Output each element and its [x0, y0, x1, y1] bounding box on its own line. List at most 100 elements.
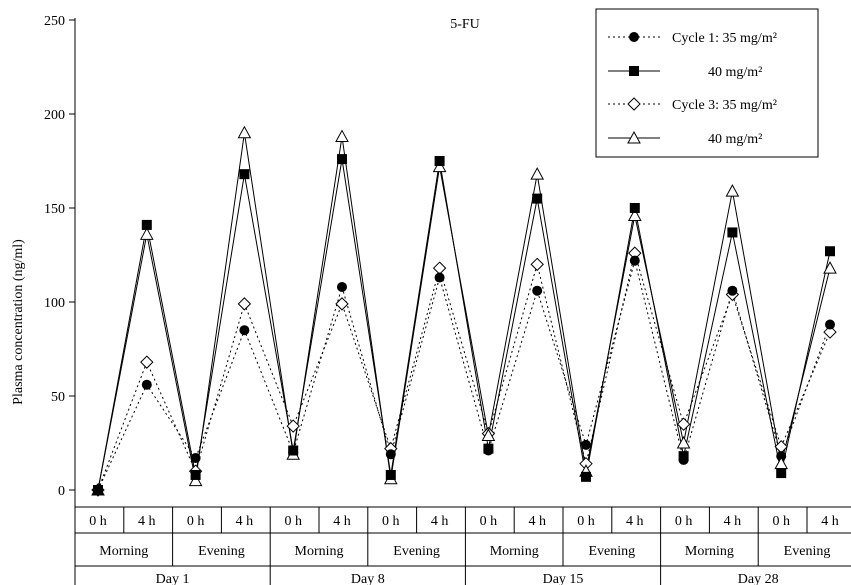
data-point [337, 154, 347, 165]
y-tick-label: 250 [44, 14, 65, 29]
legend-label: 40 mg/m² [708, 65, 762, 80]
series-4-markers [91, 125, 837, 496]
series-2-markers [93, 154, 835, 495]
series-3-markers [91, 246, 837, 497]
data-point [434, 156, 445, 166]
data-point [385, 469, 396, 480]
session-label: Morning [685, 544, 734, 559]
data-point [140, 355, 154, 369]
series-line [97, 251, 831, 491]
legend: Cycle 1: 35 mg/m² 40 mg/m² Cycle 3: 35 mg/… [595, 8, 819, 158]
data-point [237, 125, 252, 139]
data-point [190, 453, 201, 464]
x-tick-label: 0 h [772, 514, 790, 529]
x-tick-label: 4 h [431, 514, 449, 529]
data-point [385, 449, 396, 460]
session-label: Evening [784, 544, 831, 559]
day-label: Day 8 [351, 572, 385, 585]
data-point [776, 451, 787, 462]
data-point [93, 485, 103, 495]
data-point [532, 285, 543, 296]
data-point [581, 439, 591, 450]
data-point [774, 456, 789, 470]
legend-marker [629, 66, 639, 76]
data-point [239, 325, 250, 336]
data-point [434, 272, 445, 283]
y-axis-label: Plasma concentration (ng/ml) [11, 239, 26, 405]
data-point [776, 468, 787, 479]
data-point [581, 471, 591, 482]
data-point [188, 473, 203, 487]
data-point [481, 428, 496, 441]
x-tick-label: 0 h [89, 514, 107, 529]
x-tick-label: 4 h [333, 514, 351, 529]
chart-title: 5-FU [450, 17, 480, 32]
data-point [335, 129, 349, 143]
data-point [727, 227, 738, 238]
y-tick-label: 150 [44, 202, 65, 217]
series-2 [97, 159, 831, 491]
legend-marker [629, 32, 639, 42]
legend-marker [627, 130, 641, 144]
series-line [97, 132, 831, 491]
data-point [139, 227, 154, 240]
day-label: Day 15 [543, 572, 584, 585]
x-tick-label: 0 h [187, 514, 205, 529]
data-point [237, 297, 252, 311]
x-tick-label: 4 h [138, 514, 156, 529]
data-point [825, 319, 835, 330]
data-point [627, 208, 642, 222]
series-3 [97, 251, 831, 491]
series-4 [97, 132, 831, 491]
data-point [823, 325, 837, 339]
x-tick-label: 4 h [626, 514, 644, 529]
data-point [432, 261, 447, 275]
x-tick-label: 0 h [382, 514, 400, 529]
data-point [190, 469, 201, 480]
x-tick-label: 0 h [284, 514, 302, 529]
x-tick-label: 0 h [480, 514, 498, 529]
data-point [288, 445, 299, 456]
legend-label: Cycle 1: 35 mg/m² [672, 31, 777, 46]
series-1-markers [93, 255, 835, 495]
session-label: Morning [99, 544, 148, 559]
data-point [337, 281, 347, 292]
data-point [530, 257, 544, 272]
session-label: Evening [198, 544, 245, 559]
data-point [141, 379, 152, 390]
data-point [530, 167, 545, 180]
data-point [629, 203, 640, 213]
y-tick-label: 200 [44, 108, 65, 123]
x-tick-label: 0 h [675, 514, 693, 529]
data-point [483, 443, 494, 454]
data-point [825, 246, 835, 257]
data-point [676, 435, 691, 449]
data-point [629, 255, 640, 266]
x-tick-label: 4 h [821, 514, 839, 529]
day-label: Day 28 [738, 572, 779, 585]
data-point [676, 417, 691, 431]
data-point [141, 219, 152, 230]
data-point [532, 193, 543, 204]
plot-area [91, 125, 837, 497]
x-tick-label: 4 h [724, 514, 742, 529]
session-label: Evening [393, 544, 440, 559]
data-point [286, 419, 300, 433]
session-label: Evening [588, 544, 635, 559]
y-tick-label: 100 [44, 296, 65, 311]
x-tick-label: 0 h [577, 514, 595, 529]
data-point [432, 159, 447, 173]
session-label: Morning [295, 544, 344, 559]
y-ticks: 0 50 100 150 200 250 [44, 14, 75, 499]
x-axis-labels: 0 h 4 h 0 h 4 h 0 h 4 h 0 h 4 h 0 h 4 h 0 h 4 h 0 h 4… [75, 506, 851, 585]
series-line [97, 260, 831, 491]
day-label: Day 1 [156, 572, 190, 585]
legend-label: Cycle 3: 35 mg/m² [672, 98, 777, 113]
legend-marker [627, 97, 641, 111]
data-point [823, 261, 837, 274]
data-point [239, 169, 250, 180]
x-tick-label: 4 h [528, 514, 546, 529]
x-tick-label: 4 h [236, 514, 254, 529]
session-label: Morning [490, 544, 539, 559]
